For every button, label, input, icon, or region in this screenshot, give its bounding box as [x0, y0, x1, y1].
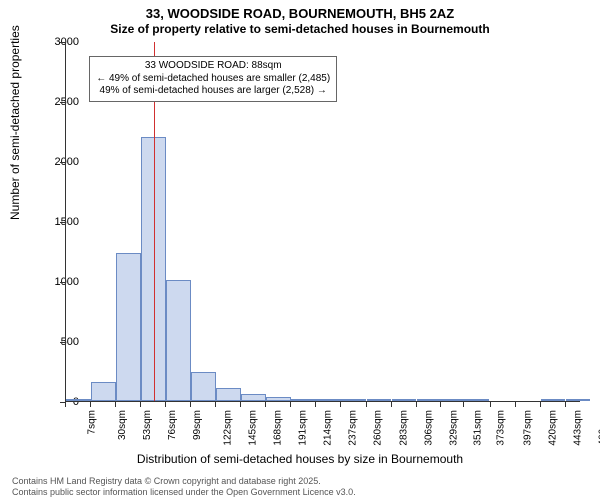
x-tick-label: 99sqm	[192, 410, 203, 440]
x-tick-mark	[515, 402, 516, 407]
histogram-bar	[241, 394, 266, 401]
x-tick-mark	[416, 402, 417, 407]
x-tick-mark	[90, 402, 91, 407]
x-tick-mark	[565, 402, 566, 407]
x-tick-label: 76sqm	[167, 410, 178, 440]
annotation-line1: 33 WOODSIDE ROAD: 88sqm	[96, 60, 330, 73]
histogram-bar	[216, 388, 241, 401]
x-tick-label: 420sqm	[547, 410, 558, 446]
x-tick-label: 30sqm	[117, 410, 128, 440]
x-tick-mark	[65, 402, 66, 407]
histogram-bar	[464, 399, 489, 401]
footer-line1: Contains HM Land Registry data © Crown c…	[12, 476, 356, 487]
histogram-bar	[66, 399, 91, 401]
chart-container: 33, WOODSIDE ROAD, BOURNEMOUTH, BH5 2AZ …	[0, 0, 600, 500]
x-tick-mark	[240, 402, 241, 407]
x-tick-mark	[490, 402, 491, 407]
x-tick-label: 397sqm	[522, 410, 533, 446]
footer: Contains HM Land Registry data © Crown c…	[12, 476, 356, 498]
x-tick-mark	[463, 402, 464, 407]
histogram-bar	[417, 399, 442, 401]
chart-subtitle: Size of property relative to semi-detach…	[0, 22, 600, 36]
x-tick-label: 145sqm	[248, 410, 259, 446]
x-tick-mark	[140, 402, 141, 407]
x-tick-label: 306sqm	[423, 410, 434, 446]
x-tick-label: 122sqm	[223, 410, 234, 446]
x-tick-mark	[391, 402, 392, 407]
x-tick-label: 168sqm	[273, 410, 284, 446]
x-tick-label: 329sqm	[448, 410, 459, 446]
x-tick-label: 191sqm	[298, 410, 309, 446]
histogram-bar	[266, 397, 291, 401]
y-axis-label: Number of semi-detached properties	[8, 25, 22, 220]
x-axis-label: Distribution of semi-detached houses by …	[0, 452, 600, 466]
x-tick-mark	[340, 402, 341, 407]
x-tick-label: 53sqm	[142, 410, 153, 440]
histogram-bar	[367, 399, 392, 401]
histogram-bar	[116, 253, 141, 401]
histogram-bar	[316, 399, 341, 401]
chart-title: 33, WOODSIDE ROAD, BOURNEMOUTH, BH5 2AZ	[0, 6, 600, 21]
histogram-bar	[392, 399, 417, 401]
x-tick-label: 373sqm	[496, 410, 507, 446]
plot-area: 33 WOODSIDE ROAD: 88sqm ← 49% of semi-de…	[65, 42, 580, 402]
x-tick-label: 237sqm	[348, 410, 359, 446]
x-tick-mark	[366, 402, 367, 407]
histogram-bar	[541, 399, 566, 401]
x-tick-label: 351sqm	[472, 410, 483, 446]
x-tick-label: 7sqm	[86, 410, 97, 434]
histogram-bar	[441, 399, 466, 401]
x-tick-label: 283sqm	[398, 410, 409, 446]
x-tick-mark	[115, 402, 116, 407]
footer-line2: Contains public sector information licen…	[12, 487, 356, 498]
x-tick-mark	[440, 402, 441, 407]
x-tick-mark	[265, 402, 266, 407]
histogram-bar	[91, 382, 116, 401]
x-tick-mark	[290, 402, 291, 407]
x-tick-mark	[165, 402, 166, 407]
annotation-line3: 49% of semi-detached houses are larger (…	[96, 85, 330, 98]
annotation-box: 33 WOODSIDE ROAD: 88sqm ← 49% of semi-de…	[89, 56, 337, 102]
x-tick-mark	[190, 402, 191, 407]
histogram-bar	[341, 399, 366, 401]
annotation-line2: ← 49% of semi-detached houses are smalle…	[96, 73, 330, 86]
x-tick-label: 214sqm	[323, 410, 334, 446]
histogram-bar	[291, 399, 316, 401]
histogram-bar	[166, 280, 191, 401]
histogram-bar	[566, 399, 591, 401]
histogram-bar	[191, 372, 216, 401]
x-tick-label: 443sqm	[572, 410, 583, 446]
x-tick-mark	[215, 402, 216, 407]
x-tick-mark	[315, 402, 316, 407]
x-tick-mark	[540, 402, 541, 407]
x-tick-label: 260sqm	[373, 410, 384, 446]
